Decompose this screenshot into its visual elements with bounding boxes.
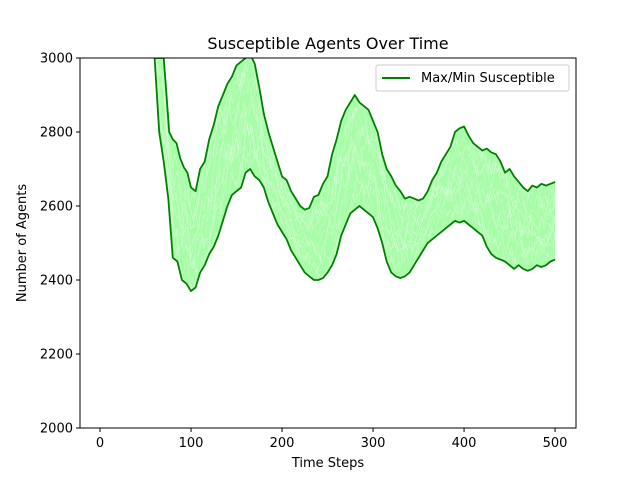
- x-axis-label: Time Steps: [291, 456, 365, 471]
- simulation-trace: [154, 58, 556, 252]
- y-axis-label: Number of Agents: [15, 184, 30, 302]
- min-susceptible-line: [153, 58, 556, 293]
- simulation-trace: [154, 58, 556, 270]
- simulation-trace: [154, 58, 556, 237]
- simulation-trace: [154, 58, 556, 218]
- y-tick-label: 3000: [40, 52, 73, 67]
- simulation-band: [154, 58, 556, 292]
- simulation-trace: [154, 58, 556, 249]
- max-susceptible-line: [154, 58, 556, 211]
- chart-title: Susceptible Agents Over Time: [207, 34, 448, 53]
- y-tick-label: 2600: [40, 200, 73, 215]
- band-layer: [154, 58, 556, 292]
- legend-box: [375, 64, 570, 92]
- x-tick-label: 300: [361, 436, 386, 451]
- x-axis: 0 100 200 300 400 500: [96, 428, 568, 451]
- y-axis: 2000 2200 2400 2600 2800 3000: [40, 52, 80, 437]
- y-tick-label: 2400: [40, 274, 73, 289]
- simulation-trace: [154, 58, 556, 290]
- simulation-trace: [154, 58, 556, 233]
- simulation-trace: [154, 58, 556, 290]
- series-layer: [153, 58, 556, 293]
- x-tick-label: 400: [452, 436, 477, 451]
- legend-label: Max/Min Susceptible: [421, 71, 555, 86]
- simulation-trace: [154, 58, 556, 228]
- y-tick-label: 2000: [40, 422, 73, 437]
- plot-frame: [79, 57, 577, 429]
- simulation-trace: [154, 58, 556, 274]
- x-tick-label: 100: [179, 436, 204, 451]
- x-tick-label: 200: [270, 436, 295, 451]
- simulation-trace: [154, 58, 556, 258]
- x-tick-label: 0: [96, 436, 104, 451]
- simulation-trace: [154, 58, 556, 226]
- legend: Max/Min Susceptible: [375, 64, 570, 92]
- x-tick-label: 500: [543, 436, 568, 451]
- simulation-trace: [154, 58, 556, 268]
- y-tick-label: 2200: [40, 348, 73, 363]
- y-tick-label: 2800: [40, 126, 73, 141]
